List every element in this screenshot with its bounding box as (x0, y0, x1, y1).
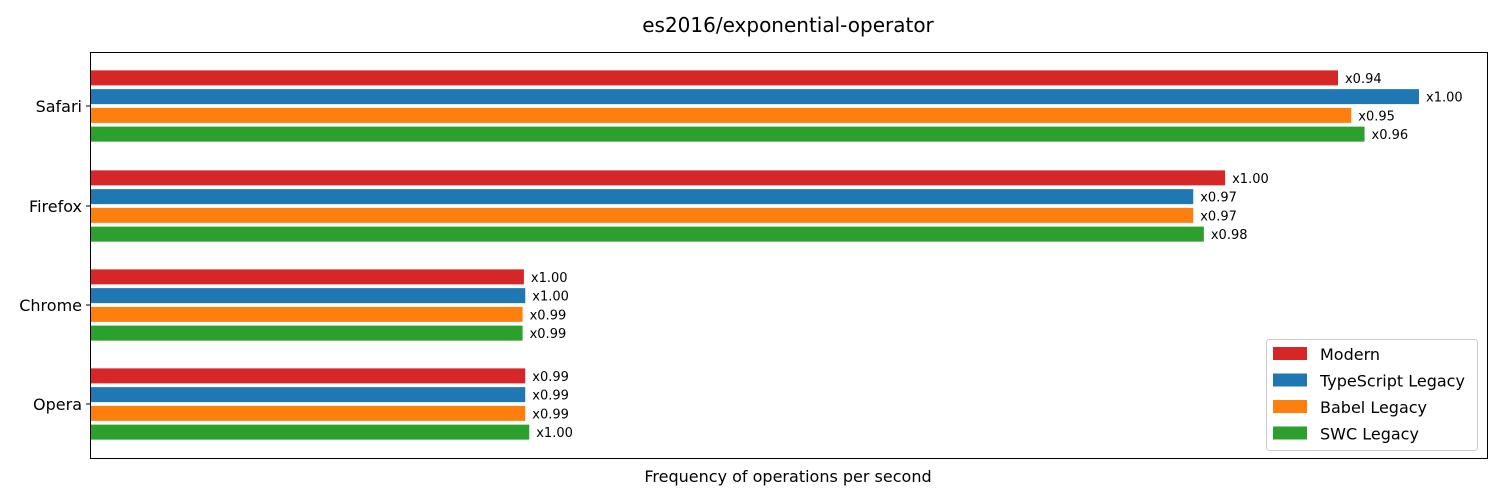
legend-swatch-swc-legacy (1273, 426, 1307, 440)
data-label: x0.95 (1358, 109, 1395, 124)
y-axis-ticks: Safari Firefox Chrome Opera (19, 97, 91, 414)
data-label: x1.00 (1232, 172, 1269, 187)
bar-firefox-typescript-legacy (91, 189, 1194, 205)
data-label: x0.96 (1372, 128, 1409, 143)
y-tick-label-opera: Opera (33, 395, 82, 414)
data-label: x0.98 (1211, 228, 1248, 243)
bar-safari-typescript-legacy (91, 89, 1419, 105)
data-label: x0.99 (532, 389, 569, 404)
legend: Modern TypeScript Legacy Babel Legacy SWC L… (1266, 339, 1478, 451)
legend-swatch-typescript-legacy (1273, 373, 1307, 387)
bar-opera-babel-legacy (91, 405, 526, 421)
legend-frame (1266, 339, 1478, 451)
bar-safari-swc-legacy (91, 126, 1365, 142)
data-label: x0.94 (1345, 72, 1382, 87)
x-axis-label: Frequency of operations per second (644, 467, 931, 486)
data-label: x1.00 (532, 290, 569, 305)
chart-title: es2016/exponential-operator (642, 13, 934, 37)
data-label: x1.00 (536, 426, 573, 441)
data-label: x0.99 (530, 327, 567, 342)
bar-firefox-babel-legacy (91, 207, 1194, 223)
bar-safari-babel-legacy (91, 107, 1352, 123)
bars-group: x0.94 x1.00 x0.95 x0.96 x1.00 x0.97 x0.97 x0.98… (91, 70, 1463, 441)
bar-opera-modern (91, 368, 526, 384)
legend-label-typescript-legacy: TypeScript Legacy (1319, 372, 1465, 391)
legend-label-swc-legacy: SWC Legacy (1320, 425, 1419, 444)
data-label: x1.00 (531, 271, 568, 286)
legend-label-modern: Modern (1320, 345, 1380, 364)
bar-chrome-babel-legacy (91, 306, 523, 322)
data-label: x0.99 (530, 308, 567, 323)
bar-opera-swc-legacy (91, 424, 530, 440)
legend-swatch-modern (1273, 347, 1307, 360)
bar-firefox-modern (91, 170, 1226, 186)
data-label: x0.99 (532, 407, 569, 422)
data-label: x1.00 (1426, 91, 1463, 106)
y-tick-label-safari: Safari (36, 97, 82, 116)
bar-firefox-swc-legacy (91, 226, 1204, 242)
data-label: x0.99 (532, 370, 569, 385)
y-tick-label-chrome: Chrome (19, 296, 82, 315)
bar-opera-typescript-legacy (91, 387, 526, 403)
bar-safari-modern (91, 70, 1338, 86)
bar-chrome-modern (91, 269, 524, 285)
y-tick-label-firefox: Firefox (29, 197, 82, 216)
bar-chrome-swc-legacy (91, 325, 523, 341)
data-label: x0.97 (1200, 191, 1237, 206)
data-label: x0.97 (1200, 209, 1237, 224)
bar-chrome-typescript-legacy (91, 288, 526, 304)
legend-swatch-babel-legacy (1273, 400, 1307, 413)
plot-area-frame (90, 52, 1488, 459)
legend-label-babel-legacy: Babel Legacy (1320, 398, 1427, 417)
